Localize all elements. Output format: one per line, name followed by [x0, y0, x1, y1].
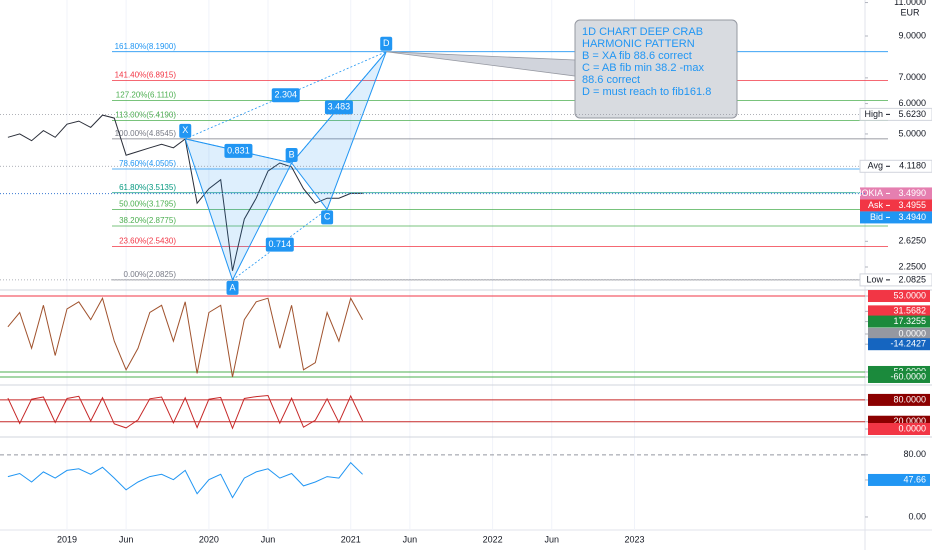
price-tag	[860, 187, 932, 200]
ratio-box	[271, 88, 300, 103]
annotation-line: C = AB fib min 38.2 -max	[582, 62, 704, 74]
y-tick-label: 7.0000	[898, 72, 926, 82]
price-tag	[859, 159, 932, 173]
x-tick-label: 2021	[341, 534, 361, 544]
x-tick-label: Jun	[119, 534, 134, 544]
fib-label: 78.60%(4.0505)	[119, 159, 176, 168]
annotation-line: B = XA fib 88.6 correct	[582, 50, 692, 62]
price-line	[7, 394, 364, 430]
pattern-point	[380, 36, 393, 51]
y-tick-label: 47.66	[903, 474, 926, 484]
pattern-point	[285, 147, 298, 162]
price-tag-value: 3.4940	[898, 212, 926, 222]
y-tick-tag	[868, 315, 930, 328]
currency-label: EUR	[900, 7, 920, 17]
y-tick-tag	[868, 305, 930, 318]
price-tag-name: High	[864, 109, 883, 119]
price-tag-name: Avg	[868, 161, 883, 171]
fib-label: 161.80%(8.1900)	[115, 42, 177, 51]
price-tag	[860, 211, 932, 224]
y-tick-label: 0.00	[908, 511, 926, 521]
ratio-box	[324, 100, 353, 115]
y-tick-label: 9.0000	[898, 30, 926, 40]
price-tag-value: 4.1180	[899, 161, 926, 171]
y-tick-label: 2.2500	[898, 261, 926, 271]
ratio-label: 0.831	[227, 145, 250, 155]
annotation-line: D = must reach to fib161.8	[582, 86, 711, 98]
price-tag-value: 5.6230	[898, 109, 926, 119]
y-tick-tag	[868, 338, 930, 351]
y-tick-label: 80.0000	[893, 394, 926, 404]
fib-label: 38.20%(2.8775)	[119, 216, 176, 225]
annotation-line: 88.6 correct	[582, 74, 640, 86]
annotation-box	[574, 19, 738, 119]
y-tick-tag	[868, 290, 930, 303]
pattern-point-label: X	[182, 125, 188, 135]
fib-label: 100.00%(4.8545)	[115, 129, 177, 138]
ratio-box	[265, 237, 294, 252]
y-tick-label: 0.0000	[898, 328, 926, 338]
annotation-line: HARMONIC PATTERN	[582, 38, 695, 50]
price-tag-name: Bid	[870, 212, 883, 222]
y-tick-label: 17.3255	[893, 316, 926, 326]
fib-label: 127.20%(6.1110)	[116, 91, 177, 100]
fib-label: 61.80%(3.5135)	[119, 183, 176, 192]
y-tick-label: 5.0000	[898, 128, 926, 138]
x-tick-label: 2022	[483, 534, 503, 544]
fib-label: 141.40%(6.8915)	[115, 71, 177, 80]
price-line	[7, 296, 364, 378]
x-tick-label: 2020	[199, 534, 219, 544]
ratio-box	[224, 143, 253, 158]
y-tick-tag	[868, 393, 930, 406]
price-tag	[859, 273, 932, 287]
price-line	[7, 461, 363, 499]
pattern-point	[226, 280, 239, 295]
y-tick-label: -60.0000	[890, 371, 926, 381]
price-tag-name: Low	[866, 274, 883, 284]
y-tick-label: 80.00	[903, 449, 926, 459]
price-tag-value: 3.4955	[898, 200, 926, 210]
pattern-point-label: C	[324, 212, 331, 222]
y-tick-label: 2.6250	[898, 236, 926, 246]
pattern-point	[179, 123, 192, 138]
y-tick-label: 31.5682	[893, 306, 926, 316]
y-tick-label: 6.0000	[898, 98, 926, 108]
x-tick-label: Jun	[403, 534, 418, 544]
price-tag-name: NOKIA	[855, 188, 883, 198]
ratio-label: 2.304	[274, 90, 297, 100]
x-tick-label: Jun	[544, 534, 559, 544]
y-tick-tag	[868, 370, 930, 383]
x-tick-label: 2023	[624, 534, 644, 544]
y-tick-tag	[868, 327, 930, 340]
price-tag-value: 2.0825	[898, 274, 926, 284]
ratio-label: 0.714	[269, 239, 292, 249]
x-tick-label: 2019	[57, 534, 77, 544]
pattern-point	[321, 210, 334, 225]
price-tag	[859, 107, 932, 121]
fib-label: 0.00%(2.0825)	[124, 270, 177, 279]
price-tag-value: 3.4990	[898, 188, 926, 198]
price-tag-name: Ask	[868, 200, 884, 210]
ratio-label: 3.483	[328, 102, 351, 112]
x-tick-label: Jun	[261, 534, 276, 544]
fib-label: 113.00%(5.4190)	[115, 111, 176, 120]
y-tick-label: 0.0000	[898, 423, 926, 433]
y-tick-label: 11.0000	[894, 0, 926, 7]
y-tick-tag	[868, 473, 930, 486]
fib-label: 23.60%(2.5430)	[119, 237, 176, 246]
y-tick-label: 20.0000	[893, 416, 926, 426]
y-tick-tag	[868, 423, 930, 435]
pattern-point-label: A	[230, 282, 236, 292]
annotation-line: 1D CHART DEEP CRAB	[582, 26, 703, 38]
y-tick-label: 53.0000	[893, 290, 926, 300]
price-tag	[860, 199, 932, 212]
pattern-point-label: B	[289, 149, 295, 159]
y-tick-label: -14.2427	[890, 339, 926, 349]
pattern-point-label: D	[383, 38, 390, 48]
fib-label: 50.00%(3.1795)	[119, 199, 176, 208]
